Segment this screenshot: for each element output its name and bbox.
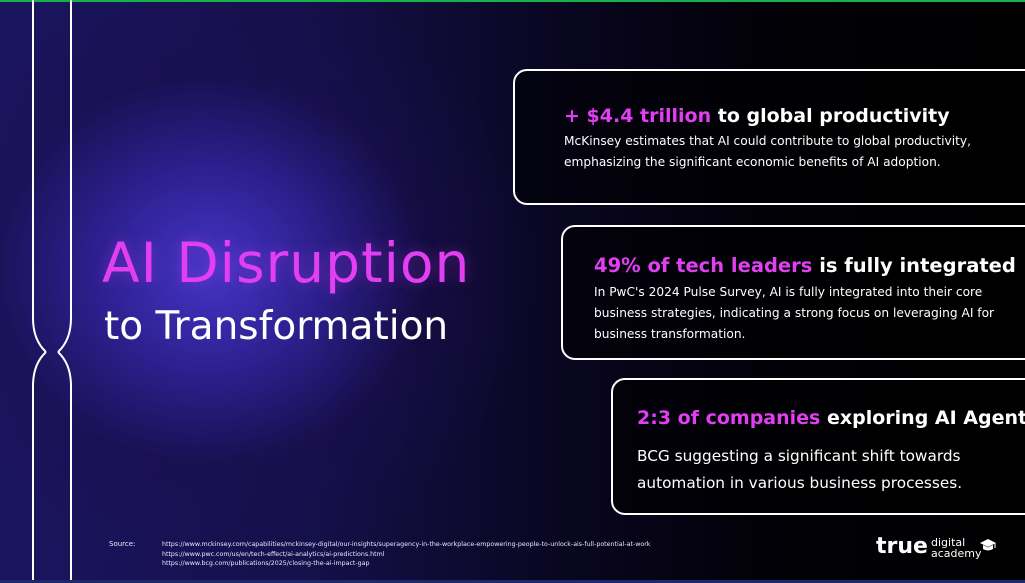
bottom-accent-line [0, 580, 1025, 583]
source-link[interactable]: https://www.bcg.com/publications/2025/cl… [162, 560, 370, 567]
card-highlight: + $4.4 trillion [564, 105, 712, 127]
card-body: McKinsey estimates that AI could contrib… [564, 134, 971, 169]
subheadline: to Transformation [104, 304, 449, 349]
stat-card-ai-agent: 2:3 of companies exploring AI Agent BCG … [611, 378, 1025, 515]
card-title-rest: is fully integrated [819, 254, 1016, 277]
headline: AI Disruption [102, 231, 471, 295]
source-label: Source: [109, 540, 136, 548]
vertical-line-decoration [32, 0, 72, 583]
card-body: BCG suggesting a significant shift towar… [637, 447, 963, 492]
card-title-rest: exploring AI Agent [826, 407, 1025, 429]
top-accent-line [0, 0, 1025, 2]
card-body: In PwC's 2024 Pulse Survey, AI is fully … [594, 285, 995, 341]
card-title-rest: to global productivity [717, 105, 950, 127]
card-title: + $4.4 trillion to global productivity [564, 107, 950, 126]
card-title: 2:3 of companies exploring AI Agent [637, 409, 1025, 428]
logo-line-academy: academy [931, 547, 982, 560]
stat-card-productivity: + $4.4 trillion to global productivity M… [513, 69, 1025, 205]
logo-line-digital: digital [931, 536, 966, 549]
logo-brand: true [876, 534, 928, 559]
stat-card-tech-leaders: 49% of tech leaders is fully integrated … [561, 225, 1025, 360]
card-title: 49% of tech leaders is fully integrated [594, 256, 1016, 276]
source-list: https://www.mckinsey.com/capabilities/mc… [162, 540, 650, 569]
card-highlight: 49% of tech leaders [594, 254, 813, 277]
true-digital-academy-logo: true digital academy [876, 535, 1001, 565]
card-highlight: 2:3 of companies [637, 407, 821, 429]
graduation-cap-icon [980, 539, 996, 551]
source-link[interactable]: https://www.pwc.com/us/en/tech-effect/ai… [162, 550, 385, 558]
source-link[interactable]: https://www.mckinsey.com/capabilities/mc… [162, 541, 651, 548]
